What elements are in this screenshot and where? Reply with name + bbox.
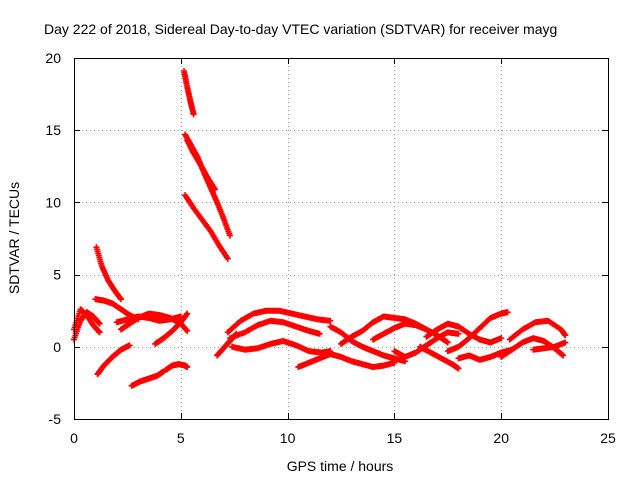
data-point [444, 339, 451, 346]
data-point [562, 339, 569, 346]
series-arc-08 [128, 368, 167, 389]
series-arc-09 [152, 310, 191, 347]
series-arc-17 [226, 317, 323, 342]
series-arc-23 [391, 329, 462, 360]
series-arc-11 [181, 67, 197, 118]
data-point [126, 342, 133, 349]
data-point [226, 232, 233, 239]
data-point [96, 329, 103, 336]
series-arc-29 [506, 317, 569, 343]
data-point [455, 330, 462, 337]
data-point [443, 338, 450, 345]
x-tick-label: 5 [177, 430, 185, 446]
x-axis-label: GPS time / hours [287, 458, 394, 474]
grid-lines [74, 58, 608, 419]
data-point [327, 317, 334, 324]
data-point [316, 330, 323, 337]
data-point [560, 352, 567, 359]
chart-title: Day 222 of 2018, Sidereal Day-to-day VTE… [44, 21, 557, 37]
series-arc-19 [295, 351, 398, 371]
series-arc-07 [117, 310, 191, 334]
data-point [184, 310, 191, 317]
series-arc-18 [229, 338, 334, 356]
x-tick-label: 20 [493, 430, 509, 446]
data-point [190, 111, 197, 118]
data-points [71, 67, 569, 389]
y-axis-label: SDTVAR / TECUs [6, 182, 22, 294]
data-point [559, 351, 566, 358]
y-tick-label: 0 [53, 339, 61, 355]
y-tick-label: 20 [45, 50, 61, 66]
series-arc-14 [182, 192, 231, 262]
axis-ticks [74, 58, 609, 420]
series-arc-13 [184, 137, 218, 193]
data-point [562, 332, 569, 339]
series-arc-03 [93, 244, 124, 303]
y-tick-label: -5 [49, 411, 62, 427]
plot-frame [74, 58, 609, 420]
x-tick-label: 25 [600, 430, 616, 446]
y-tick-label: 5 [53, 267, 61, 283]
x-tick-label: 10 [280, 430, 296, 446]
y-tick-labels: -5 0 5 10 15 20 [45, 50, 61, 427]
y-tick-label: 15 [45, 122, 61, 138]
x-tick-labels: 0 5 10 15 20 25 [70, 430, 616, 446]
series-arc-10 [162, 361, 191, 373]
series-arc-20 [327, 323, 409, 365]
data-point [498, 335, 505, 342]
data-point [504, 309, 511, 316]
series-arc-22 [370, 320, 451, 346]
data-point [455, 365, 462, 372]
series-arc-02 [71, 306, 103, 336]
data-point [184, 327, 191, 334]
data-point [117, 296, 124, 303]
series-arc-24 [417, 343, 462, 372]
y-tick-label: 10 [45, 194, 61, 210]
series-arc-05 [94, 342, 133, 378]
series-arc-26 [444, 309, 511, 355]
series-arc-16 [224, 307, 334, 336]
series-arc-27 [455, 346, 515, 363]
series-arc-30 [530, 339, 569, 353]
data-point [184, 364, 191, 371]
x-tick-label: 0 [70, 430, 78, 446]
data-point [224, 255, 231, 262]
data-point [211, 186, 218, 193]
x-tick-label: 15 [387, 430, 403, 446]
data-point [96, 320, 103, 327]
